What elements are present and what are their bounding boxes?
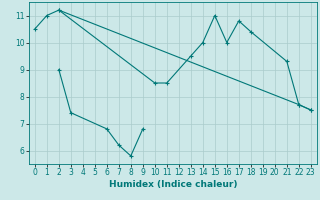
X-axis label: Humidex (Indice chaleur): Humidex (Indice chaleur) [108,180,237,189]
